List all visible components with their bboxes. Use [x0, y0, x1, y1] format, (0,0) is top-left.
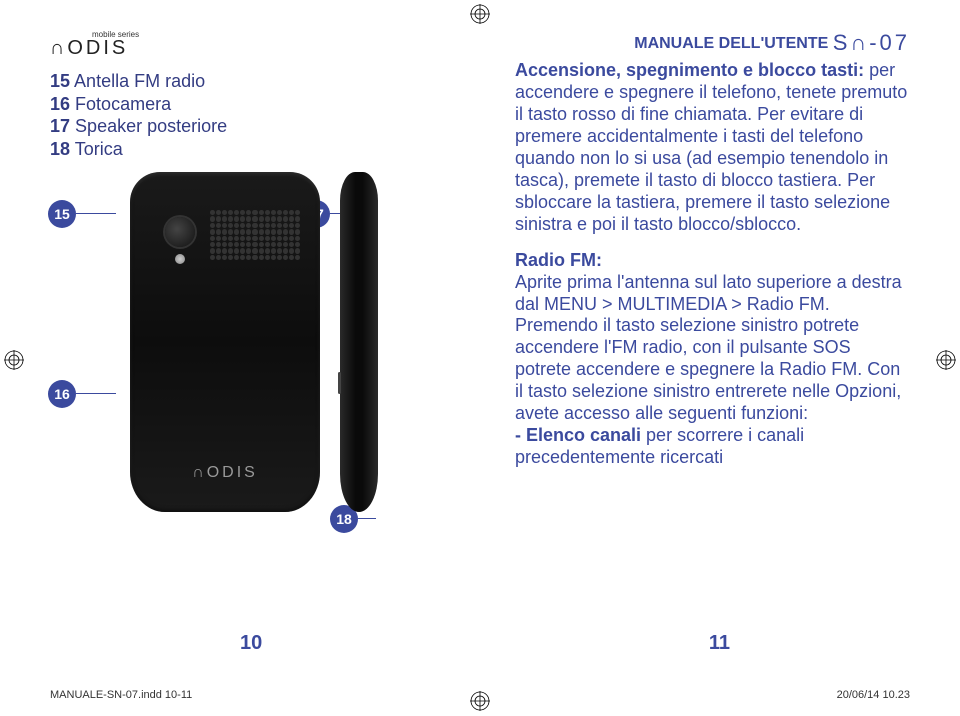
registration-mark-icon [470, 4, 490, 24]
section-power: Accensione, spegnimento e blocco tasti: … [515, 60, 910, 236]
phone-back-logo: ∩ODIS [130, 464, 320, 482]
flash-icon [175, 254, 185, 264]
brand-logo: ∩ODIS [50, 37, 445, 60]
left-page: mobile series ∩ODIS 15 Antella FM radio … [0, 30, 480, 640]
speaker-grid-icon [210, 210, 300, 260]
right-page: MANUALE DELL'UTENTE S∩-07 Accensione, sp… [480, 30, 960, 640]
phone-illustration: ∩ODIS [60, 172, 400, 582]
phone-back-icon: ∩ODIS [130, 172, 320, 512]
feature-item: 15 Antella FM radio [50, 70, 445, 93]
section-body: per accendere e spegnere il telefono, te… [515, 60, 907, 234]
feature-num: 15 [50, 71, 70, 91]
bullet-strong: - Elenco canali [515, 425, 641, 445]
side-button-icon [338, 372, 341, 394]
section-body-line1: Aprite prima l'antenna sul lato superior… [515, 272, 902, 314]
page-number-right: 11 [709, 632, 730, 655]
manual-header: MANUALE DELL'UTENTE S∩-07 [515, 30, 910, 56]
section-title: Accensione, spegnimento e blocco tasti: [515, 60, 864, 80]
feature-label: Fotocamera [75, 94, 171, 114]
camera-icon [165, 217, 195, 247]
document-footer: MANUALE-SN-07.indd 10-11 20/06/14 10.23 [50, 689, 910, 701]
footer-timestamp: 20/06/14 10.23 [837, 689, 910, 701]
feature-num: 16 [50, 94, 70, 114]
feature-label: Antella FM radio [74, 71, 205, 91]
feature-num: 18 [50, 139, 70, 159]
phone-side-icon [340, 172, 378, 512]
section-radio: Radio FM: Aprite prima l'antenna sul lat… [515, 250, 910, 470]
feature-item: 18 Torica [50, 138, 445, 161]
manual-header-label: MANUALE DELL'UTENTE [634, 35, 828, 52]
feature-label: Torica [75, 139, 123, 159]
manual-header-model: S∩-07 [833, 30, 910, 55]
footer-filename: MANUALE-SN-07.indd 10-11 [50, 689, 192, 701]
document-spread: mobile series ∩ODIS 15 Antella FM radio … [0, 0, 960, 715]
brand-header: mobile series ∩ODIS [50, 30, 445, 60]
feature-label: Speaker posteriore [75, 116, 227, 136]
section-title: Radio FM: [515, 250, 602, 270]
section-body-line2: Premendo il tasto selezione sinistro pot… [515, 315, 901, 423]
feature-list: 15 Antella FM radio 16 Fotocamera 17 Spe… [50, 70, 445, 160]
feature-num: 17 [50, 116, 70, 136]
feature-item: 16 Fotocamera [50, 93, 445, 116]
page-number-left: 10 [240, 632, 262, 655]
page-spread: mobile series ∩ODIS 15 Antella FM radio … [0, 0, 960, 640]
feature-item: 17 Speaker posteriore [50, 115, 445, 138]
